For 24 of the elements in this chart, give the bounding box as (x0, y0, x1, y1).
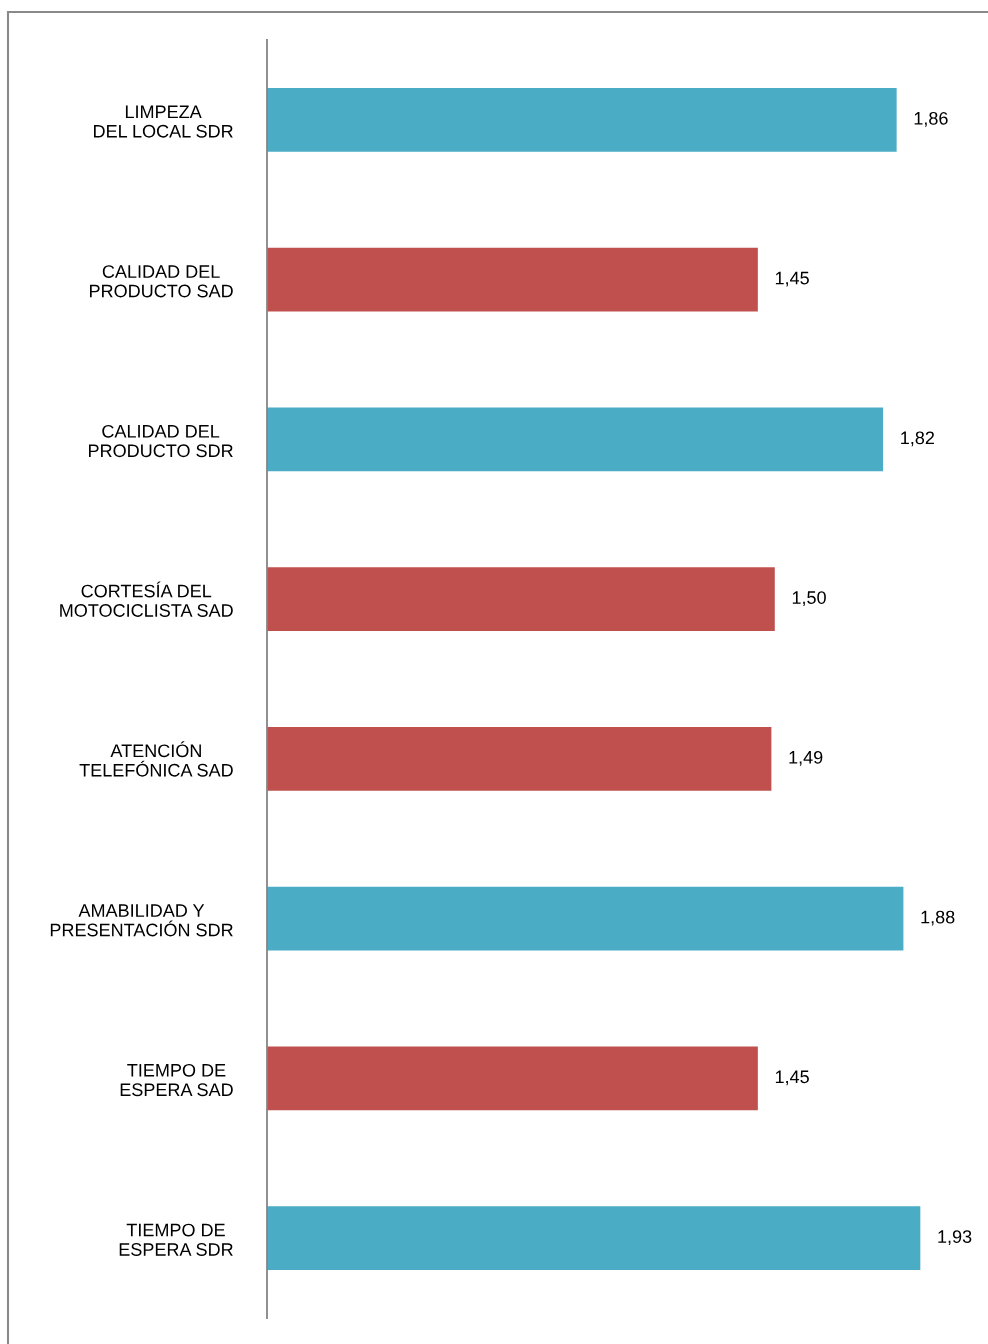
bar (267, 726, 772, 791)
bar (267, 886, 904, 951)
bar (267, 1046, 758, 1111)
data-label: 1,86 (914, 111, 948, 127)
bar (267, 87, 897, 152)
data-label: 1,93 (938, 1230, 972, 1246)
y-tick-label: CALIDAD DEL PRODUCTO SAD (90, 265, 233, 298)
y-tick-label: LIMPEZA DEL LOCAL SDR (94, 105, 233, 138)
y-tick-label: CORTESÍA DEL MOTOCICLISTA SAD (60, 581, 233, 617)
y-tick-label: AMABILIDAD Y PRESENTACIÓN SDR (50, 904, 233, 937)
data-label: 1,45 (775, 271, 809, 287)
bar (267, 567, 775, 632)
y-tick-label: CALIDAD DEL PRODUCTO SDR (89, 424, 233, 458)
data-label: 1,50 (792, 591, 826, 607)
data-label: 1,49 (789, 750, 823, 766)
data-label: 1,82 (901, 431, 934, 447)
y-tick-label: TIEMPO DE ESPERA SAD (120, 1063, 233, 1097)
y-tick-label: TIEMPO DE ESPERA SDR (119, 1223, 233, 1256)
data-label: 1,45 (775, 1070, 809, 1086)
bar (267, 407, 884, 472)
bar (267, 247, 758, 312)
bar (267, 1206, 921, 1271)
data-label: 1,88 (921, 910, 955, 926)
y-tick-label: ATENCIÓN TELEFÓNICA SAD (79, 741, 233, 777)
